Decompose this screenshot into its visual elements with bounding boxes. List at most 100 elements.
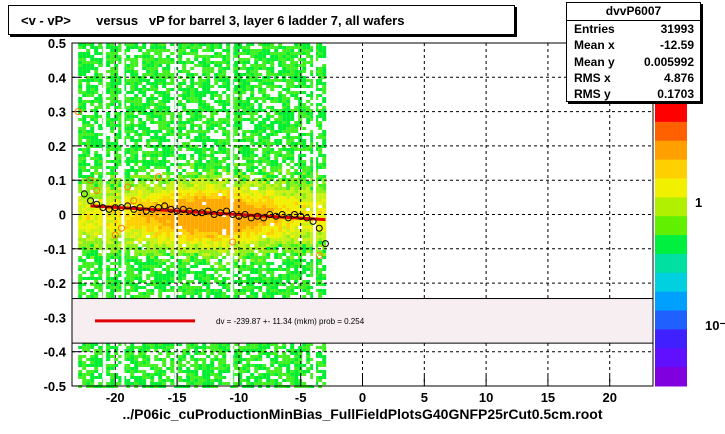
heatmap-cell — [90, 211, 95, 214]
heatmap-cell — [178, 100, 183, 103]
heatmap-cell — [254, 202, 259, 205]
heatmap-cell — [278, 169, 283, 172]
heatmap-cell — [242, 367, 247, 370]
heatmap-cell — [142, 109, 147, 112]
heatmap-cell — [226, 196, 231, 199]
heatmap-cell — [146, 151, 151, 154]
heatmap-cell — [290, 262, 295, 265]
heatmap-cell — [86, 43, 91, 46]
heatmap-cell — [262, 124, 267, 127]
heatmap-cell — [118, 223, 123, 226]
heatmap-cell — [110, 286, 115, 289]
heatmap-cell — [290, 358, 295, 361]
heatmap-cell — [266, 127, 271, 130]
heatmap-cell — [134, 229, 139, 232]
heatmap-cell — [166, 352, 171, 355]
heatmap-cell — [134, 46, 139, 49]
heatmap-cell — [134, 253, 139, 256]
heatmap-cell — [210, 196, 215, 199]
heatmap-cell — [150, 214, 155, 217]
heatmap-cell — [138, 382, 143, 385]
heatmap-cell — [158, 103, 163, 106]
heatmap-cell — [202, 154, 207, 157]
heatmap-cell — [130, 295, 135, 298]
heatmap-cell — [250, 355, 255, 358]
heatmap-cell — [154, 349, 159, 352]
heatmap-cell — [198, 64, 203, 67]
heatmap-cell — [282, 196, 287, 199]
heatmap-cell — [210, 157, 215, 160]
heatmap-cell — [266, 181, 271, 184]
heatmap-cell — [154, 157, 159, 160]
heatmap-cell — [142, 370, 147, 373]
heatmap-cell — [158, 166, 163, 169]
heatmap-cell — [242, 103, 247, 106]
heatmap-cell — [202, 106, 207, 109]
heatmap-cell — [150, 373, 155, 376]
heatmap-cell — [78, 169, 83, 172]
heatmap-cell — [286, 139, 291, 142]
heatmap-cell — [262, 184, 267, 187]
heatmap-cell — [134, 217, 139, 220]
heatmap-cell — [82, 244, 87, 247]
heatmap-cell — [298, 100, 303, 103]
heatmap-cell — [110, 49, 115, 52]
heatmap-cell — [78, 220, 83, 223]
heatmap-cell — [126, 106, 131, 109]
heatmap-cell — [198, 187, 203, 190]
heatmap-cell — [226, 286, 231, 289]
heatmap-cell — [294, 142, 299, 145]
heatmap-cell — [90, 109, 95, 112]
heatmap-cell — [222, 226, 227, 229]
heatmap-cell — [194, 55, 199, 58]
heatmap-cell — [82, 223, 87, 226]
heatmap-cell — [186, 142, 191, 145]
heatmap-cell — [178, 43, 183, 46]
heatmap-cell — [254, 355, 259, 358]
heatmap-cell — [82, 154, 87, 157]
heatmap-cell — [98, 259, 103, 262]
heatmap-cell — [82, 226, 87, 229]
heatmap-cell — [274, 196, 279, 199]
heatmap-cell — [78, 283, 83, 286]
heatmap-cell — [134, 43, 139, 46]
heatmap-cell — [134, 235, 139, 238]
heatmap-cell — [202, 256, 207, 259]
heatmap-cell — [150, 139, 155, 142]
heatmap-cell — [202, 157, 207, 160]
heatmap-cell — [106, 172, 111, 175]
heatmap-cell — [78, 358, 83, 361]
heatmap-cell — [114, 73, 119, 76]
heatmap-cell — [82, 217, 87, 220]
heatmap-cell — [274, 73, 279, 76]
heatmap-cell — [226, 268, 231, 271]
heatmap-cell — [246, 277, 251, 280]
heatmap-cell — [238, 232, 243, 235]
heatmap-cell — [214, 130, 219, 133]
heatmap-cell — [214, 112, 219, 115]
heatmap-cell — [270, 67, 275, 70]
heatmap-cell — [166, 343, 171, 346]
heatmap-cell — [178, 241, 183, 244]
heatmap-cell — [166, 55, 171, 58]
heatmap-cell — [282, 223, 287, 226]
heatmap-cell — [294, 367, 299, 370]
heatmap-cell — [246, 184, 251, 187]
heatmap-cell — [134, 175, 139, 178]
heatmap-cell — [110, 178, 115, 181]
heatmap-cell — [202, 361, 207, 364]
heatmap-cell — [294, 277, 299, 280]
heatmap-cell — [158, 118, 163, 121]
heatmap-cell — [250, 211, 255, 214]
heatmap-cell — [198, 364, 203, 367]
heatmap-cell — [94, 250, 99, 253]
heatmap-cell — [186, 199, 191, 202]
heatmap-cell — [158, 73, 163, 76]
heatmap-cell — [86, 208, 91, 211]
heatmap-cell — [98, 382, 103, 385]
heatmap-cell — [134, 382, 139, 385]
heatmap-cell — [150, 289, 155, 292]
heatmap-cell — [214, 229, 219, 232]
heatmap-cell — [162, 91, 167, 94]
heatmap-cell — [274, 268, 279, 271]
